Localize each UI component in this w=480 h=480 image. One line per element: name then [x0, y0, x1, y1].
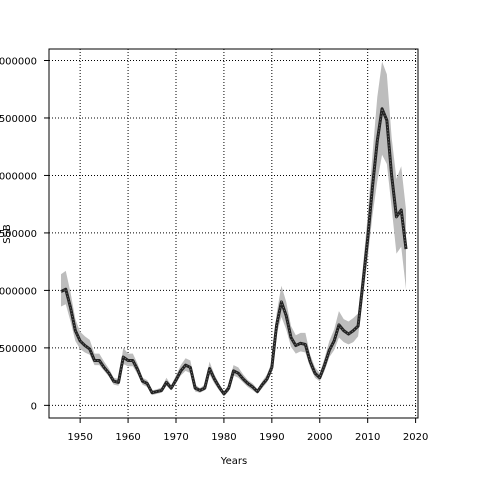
- y-tick-label: 3000000: [0, 56, 37, 67]
- x-tick-label: 1960: [115, 432, 140, 443]
- confidence-band: [60, 61, 407, 397]
- x-tick-label: 1980: [211, 432, 236, 443]
- x-tick-label: 1990: [259, 432, 284, 443]
- y-tick-label: 1000000: [0, 286, 37, 297]
- x-tick-label: 1970: [163, 432, 188, 443]
- x-tick-label: 2000: [307, 432, 332, 443]
- y-tick-label: 1500000: [0, 229, 37, 240]
- x-axis-title: Years: [220, 456, 247, 467]
- x-tick-label: 2020: [403, 432, 428, 443]
- y-tick-label: 500000: [0, 344, 37, 355]
- y-tick-label: 2000000: [0, 171, 37, 182]
- plot-frame: [48, 48, 419, 419]
- y-tick-label: 2500000: [0, 114, 37, 125]
- y-axis-title: SSB: [2, 224, 13, 244]
- y-axis-ticks: 0 500000 1000000 1500000 2000000 2500000 30000…: [0, 56, 49, 412]
- x-tick-label: 2010: [355, 432, 380, 443]
- x-axis-ticks: 1950 1960 1970 1980 1990 2000 2010 2020: [67, 418, 428, 443]
- x-tick-label: 1950: [67, 432, 92, 443]
- y-tick-label: 0: [31, 401, 37, 412]
- ssb-series-line: [60, 107, 408, 396]
- ssb-series-dotted-overlay: [60, 106, 407, 395]
